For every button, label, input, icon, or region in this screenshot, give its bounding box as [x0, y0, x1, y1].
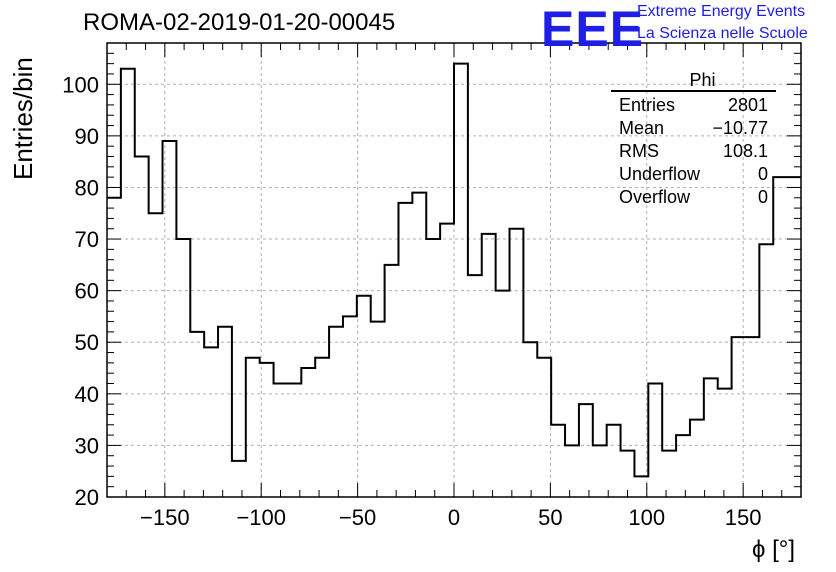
x-tick-label: −150: [140, 505, 190, 530]
stats-title: Phi: [689, 70, 716, 90]
stats-value: 2801: [727, 95, 768, 115]
y-tick-label: 30: [75, 433, 99, 458]
stats-value: 0: [757, 164, 768, 184]
y-tick-label: 60: [75, 279, 99, 304]
stats-value: 0: [757, 187, 768, 207]
chart-title: ROMA-02-2019-01-20-00045: [83, 9, 396, 36]
stats-row-mean: Mean −10.77: [611, 117, 776, 140]
histogram-outline: [107, 62, 801, 478]
brand-line-1: Extreme Energy Events: [637, 3, 806, 20]
y-tick-label: 40: [75, 382, 99, 407]
stats-row-rms: RMS 108.1: [611, 140, 776, 163]
x-tick-label: 100: [628, 505, 665, 530]
y-tick-label: 50: [75, 330, 99, 355]
y-axis-label: Entries/bin: [8, 57, 38, 180]
stats-label: Entries: [619, 95, 676, 115]
stats-divider: [611, 90, 776, 92]
y-tick-label: 100: [62, 72, 99, 97]
x-tick-label: −50: [339, 505, 376, 530]
stats-value: −10.77: [712, 118, 768, 138]
eee-logo: EEE: [541, 1, 645, 57]
y-tick-label: 90: [75, 124, 99, 149]
stats-row-overflow: Overflow 0: [611, 186, 776, 209]
stats-label: Underflow: [619, 164, 701, 184]
stats-box: Phi Entries 2801 Mean −10.77 RMS 108.1 U…: [611, 70, 776, 209]
stats-label: Overflow: [619, 187, 691, 207]
brand-line-2: La Scienza nelle Scuole: [637, 25, 808, 42]
y-tick-label: 20: [75, 485, 99, 510]
y-tick-label: 80: [75, 175, 99, 200]
stats-row-underflow: Underflow 0: [611, 163, 776, 186]
x-tick-label: 0: [448, 505, 460, 530]
x-tick-label: 150: [725, 505, 762, 530]
stats-row-entries: Entries 2801: [611, 94, 776, 117]
x-tick-label: 50: [538, 505, 562, 530]
stats-value: 108.1: [722, 141, 768, 161]
y-tick-label: 70: [75, 227, 99, 252]
stats-label: RMS: [619, 141, 659, 161]
stats-label: Mean: [619, 118, 665, 138]
x-axis-label: ϕ [°]: [752, 536, 796, 563]
x-tick-label: −100: [236, 505, 286, 530]
